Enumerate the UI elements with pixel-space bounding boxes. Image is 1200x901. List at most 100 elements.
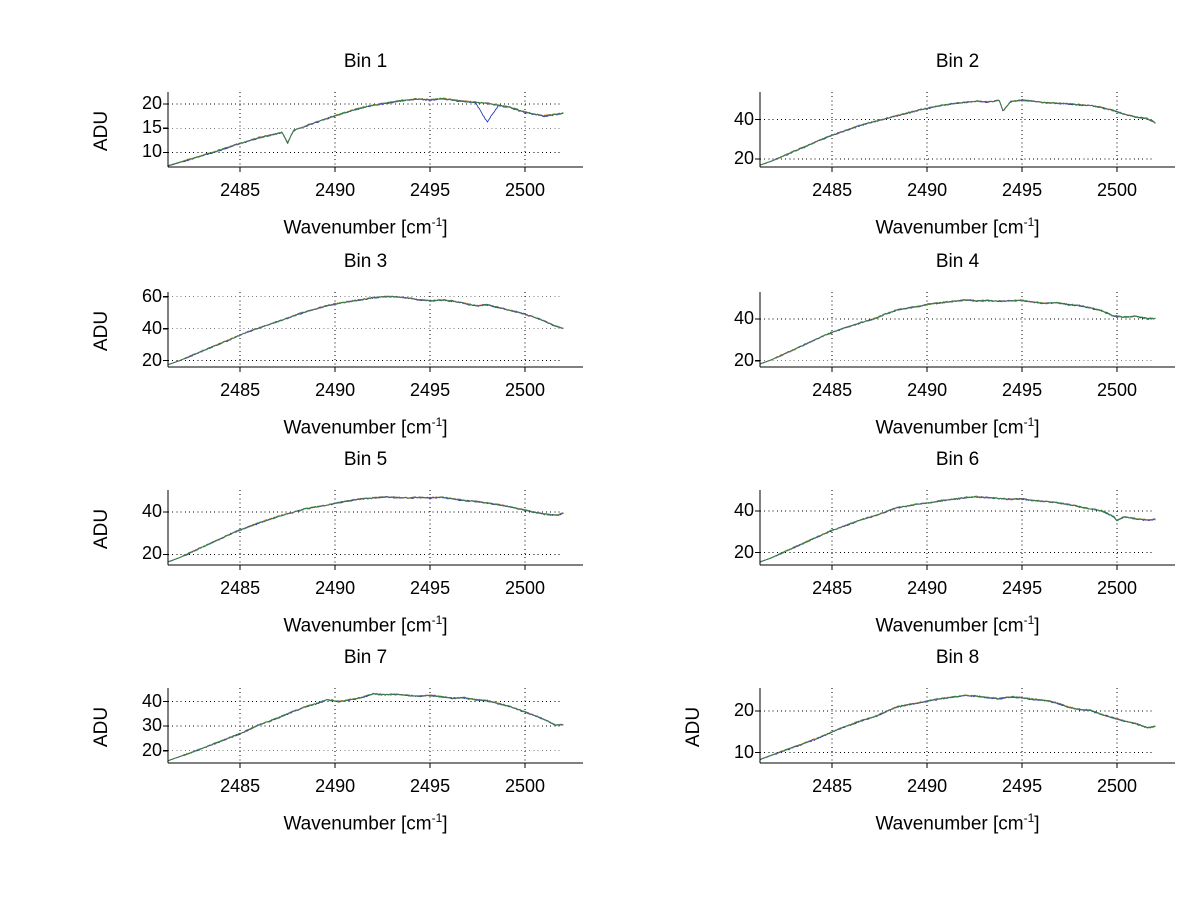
x-tick-label: 2495 <box>410 578 451 598</box>
y-tick-label: 40 <box>141 501 162 522</box>
spectrum-trace <box>759 694 1156 760</box>
spectrum-trace <box>167 97 564 167</box>
x-axis-label-main: Wavenumber [cm <box>875 615 1024 637</box>
x-tick-label: 2485 <box>812 776 853 796</box>
panel-title: Bin 3 <box>343 251 388 272</box>
plot-area <box>755 292 1175 372</box>
y-tick-label: 20 <box>733 349 754 370</box>
x-axis-label: Wavenumber [cm-1] <box>168 215 563 239</box>
plot-area <box>163 490 583 570</box>
spectrum-trace <box>167 97 564 167</box>
spectrum-trace <box>167 295 564 365</box>
y-tick-label: 40 <box>733 499 754 520</box>
x-tick-label: 2500 <box>1096 776 1138 796</box>
x-axis-label-exponent: -1 <box>1023 415 1035 429</box>
panel-bin-2: Bin 2 20 40 2485 2490 2495 2500 Wavenumber [cm-… <box>660 52 1190 242</box>
x-tick-label: 2490 <box>315 180 356 200</box>
x-axis-label: Wavenumber [cm-1] <box>168 415 563 439</box>
spectrum-trace <box>759 496 1156 563</box>
y-tick-label: 10 <box>733 741 754 762</box>
x-tick-label: 2495 <box>410 180 451 200</box>
spectrum-trace <box>167 496 564 563</box>
x-tick-label: 2500 <box>1096 380 1138 400</box>
y-tick-label: 20 <box>141 739 162 760</box>
x-axis-label-tail: ] <box>1034 217 1040 239</box>
plot-area <box>163 92 583 172</box>
x-tick-label: 2500 <box>1096 578 1138 598</box>
plot-area <box>163 688 583 768</box>
y-tick-label: 40 <box>141 317 162 338</box>
y-tick-label: 20 <box>733 699 754 720</box>
x-tick-label: 2485 <box>220 180 261 200</box>
x-tick-label: 2490 <box>315 578 356 598</box>
spectrum-trace <box>167 295 564 366</box>
panel-title: Bin 4 <box>935 251 980 272</box>
x-axis-label-main: Wavenumber [cm <box>283 813 432 835</box>
y-tick-label: 40 <box>141 690 162 711</box>
x-tick-label: 2490 <box>907 380 948 400</box>
spectrum-trace <box>759 98 1156 166</box>
x-tick-label: 2495 <box>410 380 451 400</box>
x-tick-label: 2500 <box>504 180 546 200</box>
y-tick-label: 20 <box>141 543 162 564</box>
spectrum-trace <box>167 693 564 762</box>
x-tick-label: 2500 <box>504 776 546 796</box>
x-tick-label: 2495 <box>1002 578 1043 598</box>
spectrum-trace <box>759 694 1156 761</box>
panel-title: Bin 5 <box>343 449 388 470</box>
panel-title: Bin 8 <box>935 647 980 668</box>
x-axis-label-main: Wavenumber [cm <box>283 417 432 439</box>
x-tick-label: 2490 <box>315 380 356 400</box>
y-tick-label: 20 <box>141 349 162 370</box>
x-tick-label: 2485 <box>220 776 261 796</box>
panel-title: Bin 7 <box>343 647 388 668</box>
panel-bin-4: Bin 4 20 40 2485 2490 2495 2500 Wavenumber [cm-… <box>660 252 1190 442</box>
spectrum-trace <box>759 694 1156 760</box>
x-tick-label: 2490 <box>907 180 948 200</box>
x-tick-label: 2485 <box>220 380 261 400</box>
spectrum-trace <box>759 495 1156 563</box>
x-axis-label-exponent: -1 <box>1023 613 1035 627</box>
x-tick-label: 2500 <box>504 380 546 400</box>
spectrum-trace <box>759 299 1156 365</box>
x-axis-label-exponent: -1 <box>431 811 443 825</box>
panel-bin-8: Bin 8 ADU 10 20 2485 2490 2495 2500 Wavenumber [… <box>660 648 1190 838</box>
x-axis-label: Wavenumber [cm-1] <box>760 811 1155 835</box>
y-tick-label: 60 <box>141 285 162 306</box>
x-tick-label: 2485 <box>812 180 853 200</box>
x-axis-label: Wavenumber [cm-1] <box>760 613 1155 637</box>
x-axis-label: Wavenumber [cm-1] <box>760 415 1155 439</box>
x-tick-label: 2485 <box>812 578 853 598</box>
spectrum-trace <box>759 99 1156 166</box>
y-axis-label: ADU <box>91 706 112 747</box>
x-axis-label-tail: ] <box>1034 615 1040 637</box>
x-axis-label-main: Wavenumber [cm <box>875 813 1024 835</box>
y-tick-label: 10 <box>141 141 162 162</box>
spectrum-trace <box>759 99 1156 166</box>
x-axis-label-exponent: -1 <box>431 613 443 627</box>
spectrum-trace <box>167 295 564 366</box>
panel-bin-7: Bin 7 ADU 20 30 40 2485 2490 2495 2500 Wavenumber… <box>68 648 598 838</box>
x-tick-label: 2490 <box>907 776 948 796</box>
x-axis-label-main: Wavenumber [cm <box>875 417 1024 439</box>
x-tick-label: 2495 <box>1002 180 1043 200</box>
plot-area <box>755 490 1175 570</box>
x-tick-label: 2490 <box>315 776 356 796</box>
spectrum-trace <box>759 99 1156 166</box>
x-tick-label: 2495 <box>1002 776 1043 796</box>
x-axis-label-tail: ] <box>1034 417 1040 439</box>
spectrum-trace <box>167 295 564 366</box>
y-axis-label: ADU <box>91 508 112 549</box>
plot-area <box>163 292 583 372</box>
panel-bin-3: Bin 3 ADU 20 40 60 2485 2490 2495 2500 Wavenumber… <box>68 252 598 442</box>
x-axis-label-exponent: -1 <box>431 415 443 429</box>
y-tick-label: 15 <box>141 117 162 138</box>
spectrum-trace <box>167 98 564 167</box>
y-tick-label: 20 <box>733 541 754 562</box>
panel-title: Bin 2 <box>935 51 980 72</box>
x-axis-label-tail: ] <box>442 417 448 439</box>
x-tick-label: 2500 <box>504 578 546 598</box>
x-axis-label: Wavenumber [cm-1] <box>168 811 563 835</box>
y-axis-label: ADU <box>91 310 112 351</box>
